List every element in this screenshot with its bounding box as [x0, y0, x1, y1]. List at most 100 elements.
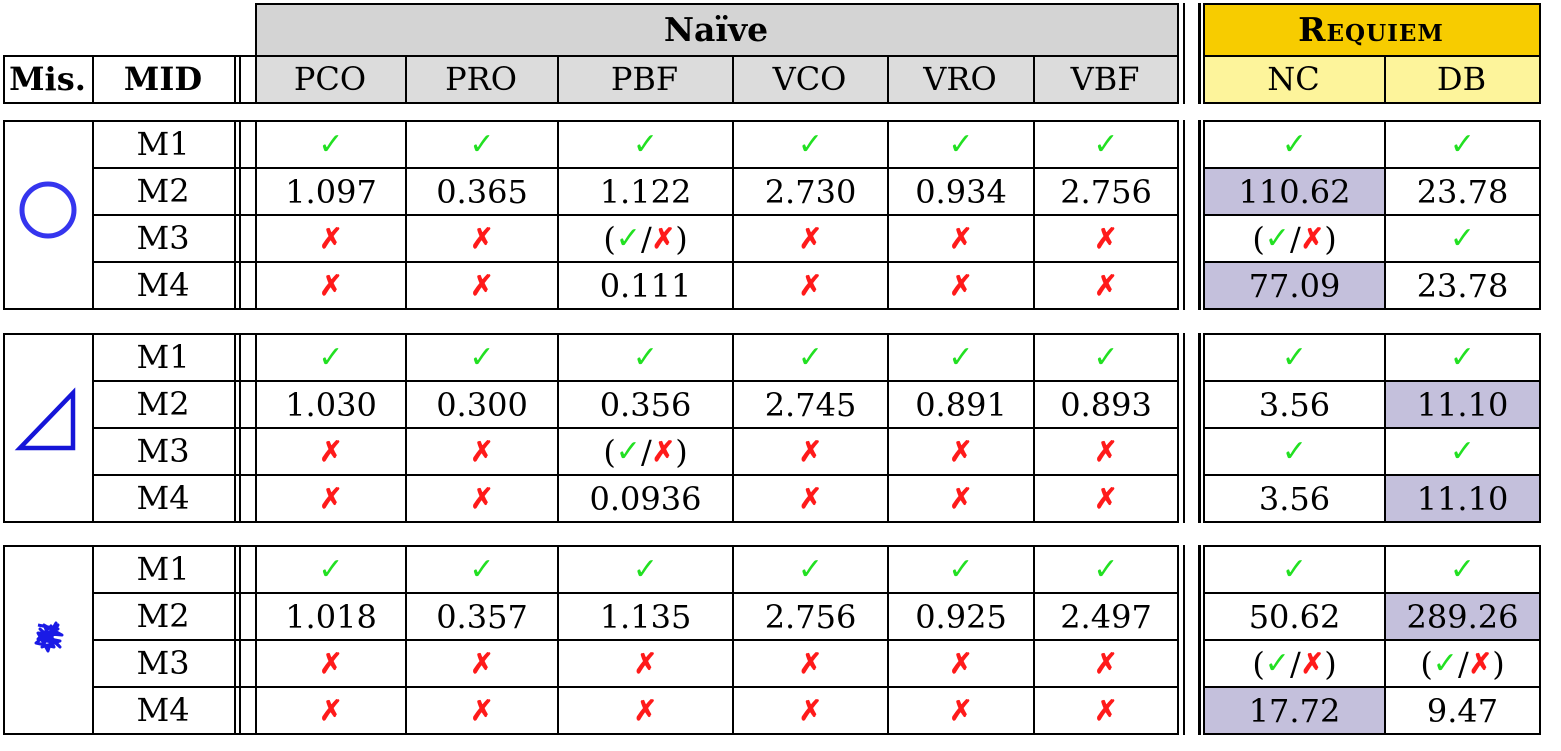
column-header-pro: PRO [405, 55, 557, 102]
table-cell: ✗ [407, 429, 557, 474]
rule [3, 545, 5, 735]
table-cell: ✓ [734, 122, 887, 167]
column-header-label: VCO [772, 59, 847, 98]
table-cell: ✗ [1035, 216, 1177, 261]
checkmark-icon: ✓ [1093, 340, 1119, 375]
table-cell: 77.09 [1205, 263, 1384, 308]
row-mid-m2: M2 [92, 592, 234, 639]
table-cell: ✓ [734, 335, 887, 380]
rule [92, 214, 1179, 216]
rule [239, 545, 241, 735]
cross-icon: ✗ [1468, 647, 1493, 680]
column-header-nc: NC [1203, 55, 1384, 102]
rule [1384, 333, 1386, 523]
row-mid-m3: M3 [92, 427, 234, 474]
cell-value: 1.018 [285, 597, 377, 636]
table-cell: 0.925 [889, 594, 1033, 639]
naive-group-title: Naïve [255, 3, 1177, 55]
rule [1539, 120, 1541, 310]
rule [1203, 261, 1539, 263]
column-header-label: DB [1436, 59, 1487, 98]
cell-value: 1.122 [599, 172, 692, 211]
row-mid-m1: M1 [92, 333, 234, 380]
cross-icon: ✗ [949, 269, 973, 302]
rule [557, 55, 559, 104]
rule [1203, 55, 1539, 57]
table-cell: (✓ / ✗) [1205, 216, 1384, 261]
rule [1203, 639, 1539, 641]
table-cell: ✓ [257, 547, 405, 592]
column-header-mission-label: Mis. [9, 59, 86, 98]
table-cell: ✗ [889, 429, 1033, 474]
cross-icon: ✗ [798, 694, 823, 727]
partial-close-paren: ) [675, 219, 688, 258]
mid-label: M2 [136, 596, 190, 635]
checkmark-icon: ✓ [1449, 552, 1476, 587]
table-cell: ✗ [889, 688, 1033, 733]
cell-value: 11.10 [1416, 385, 1509, 424]
checkmark-icon: ✓ [1281, 552, 1308, 587]
cross-icon: ✗ [1094, 269, 1118, 302]
table-cell: 1.030 [257, 382, 405, 427]
table-cell: 2.756 [1035, 169, 1177, 214]
rule [557, 120, 559, 310]
cross-icon: ✗ [949, 694, 973, 727]
table-cell: ✓ [889, 335, 1033, 380]
cell-value: 9.47 [1426, 691, 1499, 730]
rule [92, 55, 94, 104]
column-header-label: PRO [445, 59, 517, 98]
table-cell: 0.934 [889, 169, 1033, 214]
rule [887, 545, 889, 735]
checkmark-icon: ✓ [469, 127, 495, 162]
table-cell: ✗ [407, 476, 557, 521]
rule [1203, 380, 1539, 382]
table-cell: ✗ [889, 263, 1033, 308]
cross-icon: ✗ [470, 222, 494, 255]
rule [3, 733, 1179, 735]
column-header-label: NC [1267, 59, 1320, 98]
cross-icon: ✗ [949, 435, 973, 468]
partial-open-paren: ( [603, 219, 616, 258]
table-cell: ✓ [559, 122, 732, 167]
checkmark-icon: ✓ [318, 340, 344, 375]
rule [1384, 55, 1386, 104]
checkmark-icon: ✓ [797, 340, 824, 375]
cell-value: 2.497 [1060, 597, 1152, 636]
table-cell: ✗ [257, 263, 405, 308]
cross-icon: ✗ [949, 482, 973, 515]
partial-separator: / [1289, 644, 1301, 683]
table-cell: ✓ [889, 547, 1033, 592]
cell-value: 0.357 [436, 597, 528, 636]
rule [887, 120, 889, 310]
table-cell: 0.0936 [559, 476, 732, 521]
rule [1384, 545, 1386, 735]
table-cell: ✗ [1035, 688, 1177, 733]
partial-open-paren: ( [1252, 644, 1265, 683]
rule [3, 308, 1179, 310]
table-cell: ✓ [257, 335, 405, 380]
rule [92, 639, 1179, 641]
row-mid-m1: M1 [92, 120, 234, 167]
row-mid-m4: M4 [92, 261, 234, 308]
rule [1198, 3, 1201, 104]
mid-label: M4 [136, 265, 190, 304]
rule [255, 3, 1177, 5]
cell-value: 0.111 [599, 266, 692, 305]
cell-value: 0.934 [915, 172, 1007, 211]
cross-icon: ✗ [798, 647, 823, 680]
table-cell: ✗ [559, 688, 732, 733]
checkmark-icon: ✓ [615, 221, 641, 256]
cross-icon: ✗ [1094, 222, 1118, 255]
cell-value: 23.78 [1416, 266, 1509, 305]
checkmark-icon: ✓ [1449, 434, 1476, 469]
rule [1183, 545, 1185, 735]
rule [1203, 3, 1539, 5]
table-cell: ✗ [889, 476, 1033, 521]
table-cell: 2.756 [734, 594, 887, 639]
rule [732, 333, 734, 523]
cell-value: 2.745 [764, 385, 857, 424]
partial-open-paren: ( [1420, 644, 1433, 683]
column-header-label: VBF [1070, 59, 1140, 98]
table-cell: ✗ [734, 688, 887, 733]
mid-label: M1 [136, 337, 190, 376]
